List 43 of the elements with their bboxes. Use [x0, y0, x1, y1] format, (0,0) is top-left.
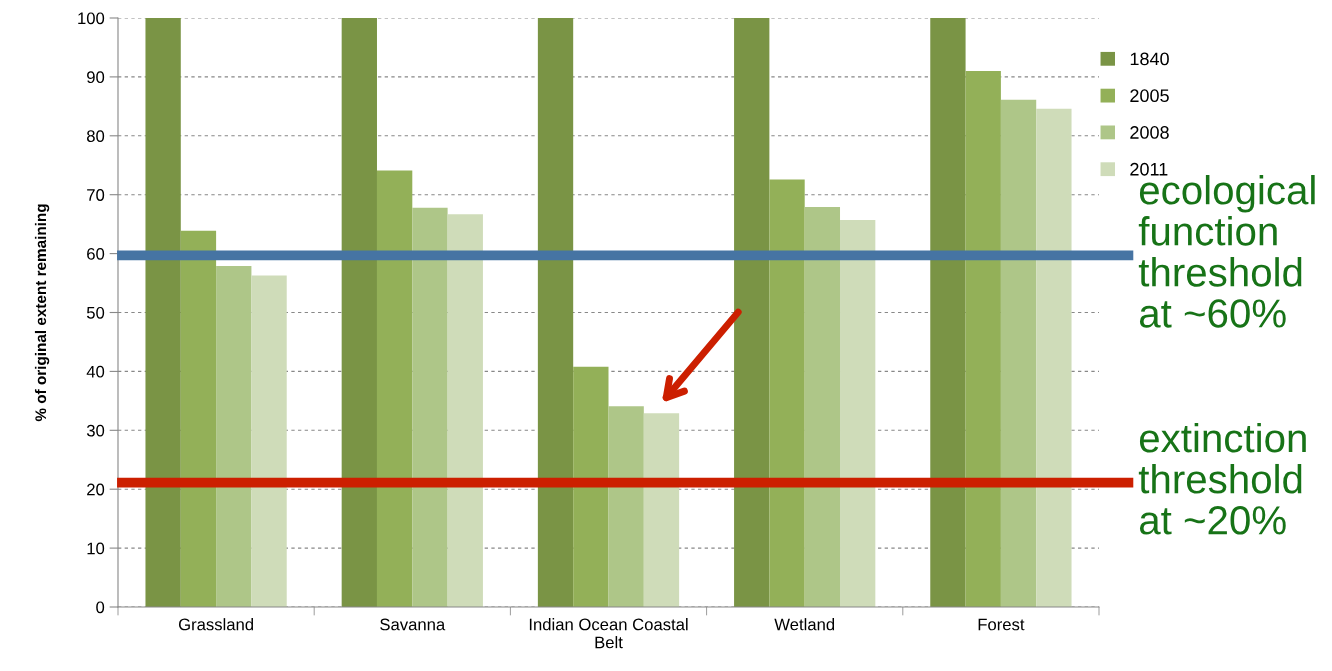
ref-line-label: extinction threshold at ~20% — [1138, 422, 1306, 535]
y-tick-label: 80 — [86, 130, 105, 142]
bar — [1000, 99, 1037, 607]
x-tick-label: Forest — [978, 618, 1025, 631]
bar — [1036, 108, 1072, 607]
y-tick-label: 10 — [87, 542, 105, 555]
bar — [412, 207, 448, 607]
y-tick-label: 0 — [96, 601, 105, 614]
bar — [804, 207, 841, 607]
bar — [840, 220, 876, 607]
bar — [643, 413, 680, 607]
bar — [573, 366, 609, 607]
bar — [537, 18, 574, 607]
y-axis-title: % of original extent remaining — [34, 204, 50, 422]
bar — [965, 71, 1001, 607]
y-tick-label: 90 — [87, 71, 105, 84]
y-tick-label: 60 — [87, 248, 105, 260]
x-tick-label: Grassland — [178, 618, 254, 631]
bar — [769, 179, 805, 607]
ref-line-label: ecological function threshold at ~60% — [1138, 175, 1315, 328]
bar — [145, 18, 181, 607]
legend-label: 1840 — [1130, 52, 1169, 66]
y-tick-label: 20 — [87, 483, 105, 496]
x-tick-label: Indian Ocean Coastal Belt — [529, 618, 688, 649]
legend-label: 2008 — [1130, 126, 1169, 139]
bar — [447, 214, 483, 607]
bar — [180, 230, 217, 607]
bar — [216, 265, 252, 607]
bar — [734, 18, 770, 607]
y-tick-label: 30 — [86, 424, 105, 437]
y-tick-label: 100 — [78, 12, 105, 25]
x-tick-label: Wetland — [774, 618, 835, 631]
legend-label: 2005 — [1130, 89, 1169, 103]
y-tick-label: 40 — [86, 365, 105, 378]
y-tick-label: 70 — [87, 189, 105, 201]
bar — [341, 18, 377, 607]
legend-label: 2011 — [1130, 162, 1168, 176]
bar — [608, 406, 644, 607]
y-tick-label: 50 — [86, 306, 105, 319]
bar — [251, 275, 287, 607]
bar — [376, 170, 413, 607]
bar — [930, 18, 966, 607]
x-tick-label: Savanna — [380, 618, 446, 631]
